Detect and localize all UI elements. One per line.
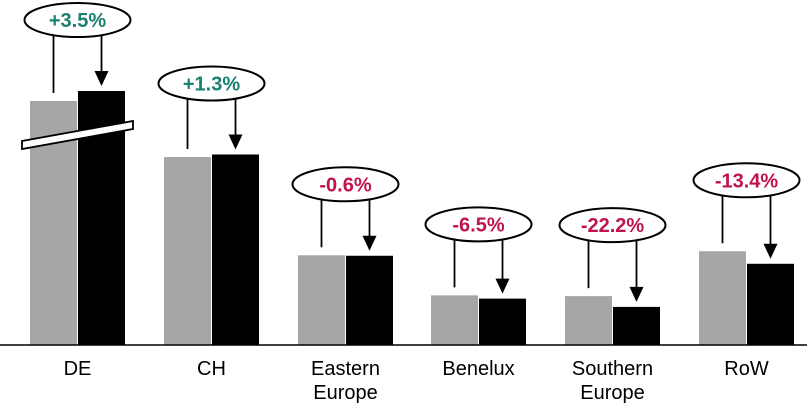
- change-label: -22.2%: [581, 215, 645, 237]
- change-arrow-head: [362, 235, 377, 251]
- category-label: CH: [197, 358, 226, 380]
- category-label: Southern Europe: [572, 358, 653, 404]
- change-label: +1.3%: [183, 73, 240, 95]
- bar-benelux-series-2: [479, 298, 526, 345]
- bar-ch-series-1: [164, 157, 211, 345]
- bar-row-series-1: [699, 251, 746, 345]
- change-bubble: [157, 65, 266, 102]
- change-bubble: [23, 2, 132, 38]
- change-arrow-head: [629, 286, 644, 302]
- category-label-line: Southern: [572, 358, 653, 380]
- category-label-line: Europe: [580, 382, 645, 404]
- bar-ch-series-2: [212, 154, 259, 345]
- category-label-line: Eastern: [311, 358, 380, 380]
- bar-row-series-2: [747, 263, 794, 345]
- category-label: Benelux: [442, 358, 514, 380]
- change-label: +3.5%: [49, 10, 106, 32]
- category-label: DE: [64, 358, 92, 380]
- bar-eastern-europe-series-2: [346, 255, 393, 345]
- bar-benelux-series-1: [431, 295, 478, 345]
- category-label: Eastern Europe: [311, 358, 380, 404]
- change-label: -0.6%: [319, 174, 371, 196]
- change-bubble: [424, 206, 533, 243]
- change-bubble: [558, 207, 667, 244]
- category-label-line: CH: [197, 358, 226, 380]
- change-label: -6.5%: [452, 214, 504, 236]
- category-label-line: Europe: [313, 382, 378, 404]
- axis-break-mark: [21, 119, 134, 151]
- change-arrow-head: [94, 71, 109, 86]
- change-bubble: [291, 166, 400, 203]
- category-label: RoW: [724, 358, 769, 380]
- category-label-line: Benelux: [442, 358, 514, 380]
- category-label-line: DE: [64, 358, 92, 380]
- change-arrow-head: [228, 134, 243, 150]
- change-label: -13.4%: [715, 170, 779, 192]
- bar-eastern-europe-series-1: [298, 255, 345, 345]
- bar-southern-europe-series-1: [565, 296, 612, 345]
- category-label-line: RoW: [724, 358, 769, 380]
- bar-southern-europe-series-2: [613, 306, 660, 345]
- change-bubble: [692, 162, 801, 199]
- change-arrow-head: [763, 243, 778, 259]
- change-arrow-head: [495, 278, 510, 294]
